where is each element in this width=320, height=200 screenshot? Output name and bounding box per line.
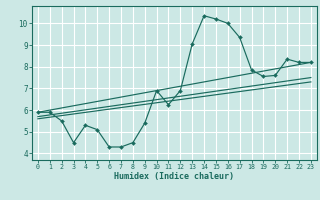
X-axis label: Humidex (Indice chaleur): Humidex (Indice chaleur) xyxy=(115,172,234,181)
